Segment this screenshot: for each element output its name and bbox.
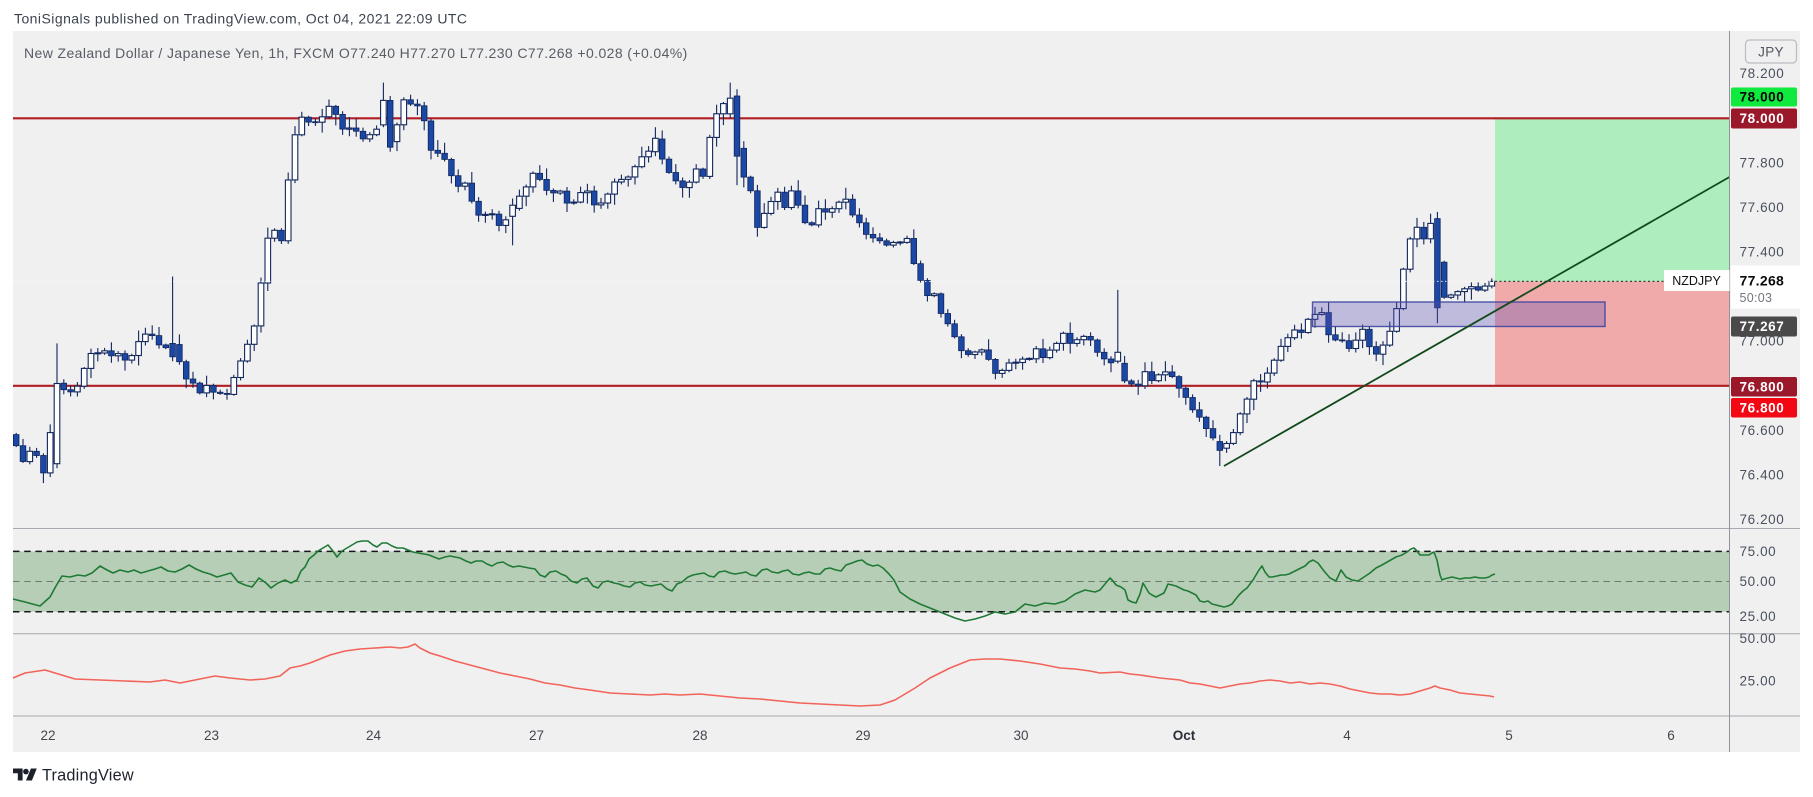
svg-text:28: 28: [692, 728, 707, 743]
svg-text:77.400: 77.400: [1740, 245, 1785, 260]
svg-text:25.00: 25.00: [1740, 609, 1777, 624]
svg-text:6: 6: [1667, 728, 1675, 743]
svg-text:50:03: 50:03: [1740, 291, 1773, 305]
svg-text:29: 29: [855, 728, 870, 743]
svg-text:77.267: 77.267: [1740, 319, 1785, 334]
svg-text:24: 24: [366, 728, 382, 743]
svg-text:27: 27: [529, 728, 544, 743]
svg-text:4: 4: [1343, 728, 1351, 743]
svg-text:JPY: JPY: [1758, 45, 1784, 60]
svg-text:TradingView: TradingView: [42, 767, 134, 785]
svg-text:76.200: 76.200: [1740, 512, 1785, 527]
svg-text:76.800: 76.800: [1740, 400, 1785, 415]
svg-text:50.00: 50.00: [1740, 574, 1777, 589]
svg-text:77.800: 77.800: [1740, 155, 1785, 170]
svg-text:NZDJPY: NZDJPY: [1672, 274, 1721, 288]
svg-text:5: 5: [1505, 728, 1513, 743]
svg-text:ToniSignals published on Tradi: ToniSignals published on TradingView.com…: [14, 11, 467, 27]
svg-text:77.600: 77.600: [1740, 200, 1785, 215]
svg-text:77.000: 77.000: [1740, 334, 1785, 349]
svg-text:75.00: 75.00: [1740, 544, 1777, 559]
svg-text:76.800: 76.800: [1740, 379, 1785, 394]
svg-text:23: 23: [204, 728, 219, 743]
svg-text:30: 30: [1013, 728, 1028, 743]
svg-text:22: 22: [40, 728, 55, 743]
svg-text:77.268: 77.268: [1740, 273, 1785, 289]
svg-text:78.000: 78.000: [1740, 90, 1785, 105]
svg-text:76.600: 76.600: [1740, 423, 1785, 438]
svg-text:Oct: Oct: [1173, 728, 1196, 743]
svg-text:50.00: 50.00: [1740, 631, 1777, 646]
svg-text:76.400: 76.400: [1740, 467, 1785, 482]
svg-text:New Zealand Dollar / Japanese: New Zealand Dollar / Japanese Yen, 1h, F…: [24, 45, 688, 61]
svg-text:78.200: 78.200: [1740, 66, 1785, 81]
svg-text:25.00: 25.00: [1740, 674, 1777, 689]
svg-text:78.000: 78.000: [1740, 111, 1785, 126]
